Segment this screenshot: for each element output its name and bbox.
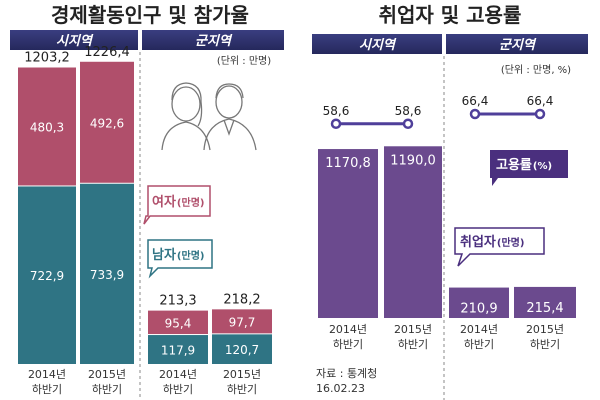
source-label: 자료 : 통계청 <box>316 367 377 380</box>
employment-rate-lines: 58,6 58,6 66,4 66,4 <box>323 94 554 129</box>
total-value-label: 1226,4 <box>84 45 130 60</box>
woman-shoulders <box>161 121 211 151</box>
right-unit-note: (단위 : 만명, %) <box>501 63 571 76</box>
total-value-label: 218,2 <box>223 292 260 307</box>
left-chart-title: 경제활동인구 및 참가율 <box>51 3 249 27</box>
left-header-city <box>10 30 138 50</box>
rate-value-label: 66,4 <box>462 94 489 108</box>
female-bar <box>212 309 272 334</box>
x-tick-year: 2015년 <box>88 368 126 381</box>
x-tick-half: 하반기 <box>464 337 494 351</box>
people-illustration <box>161 82 257 151</box>
right-header-county-label: 군지역 <box>499 37 537 53</box>
economically-active-population-chart: 경제활동인구 및 참가율 시지역 군지역 (단위 : 만명) 722,9 480,… <box>10 3 284 400</box>
male-bar <box>148 335 208 364</box>
female-legend-label: 여자(만명) <box>152 194 204 210</box>
rate-value-label: 58,6 <box>395 104 422 118</box>
total-value-label: 213,3 <box>159 294 196 309</box>
rate-value-label: 58,6 <box>323 104 350 118</box>
rate-point <box>534 108 546 120</box>
source-date: 16.02.23 <box>316 382 365 395</box>
rate-legend-label: 고용률(%) <box>496 157 552 173</box>
man-hair <box>215 83 244 99</box>
x-tick-half: 하반기 <box>530 337 560 351</box>
left-unit-note: (단위 : 만명) <box>217 54 271 67</box>
male-value-label: 722,9 <box>30 269 64 283</box>
female-value-label: 480,3 <box>30 120 64 134</box>
employed-legend-label: 취업자(만명) <box>460 234 524 250</box>
x-tick-half: 하반기 <box>92 382 122 396</box>
left-bars <box>18 61 272 364</box>
rate-point <box>469 108 481 120</box>
x-tick-year: 2014년 <box>329 323 367 336</box>
left-header-county <box>142 30 284 50</box>
employed-bar <box>318 149 378 318</box>
right-header-city <box>312 34 442 54</box>
female-bar <box>80 61 134 183</box>
x-tick-half: 하반기 <box>163 382 193 396</box>
male-legend-callout <box>147 239 213 279</box>
female-value-label: 97,7 <box>229 315 256 329</box>
male-bar <box>80 183 134 364</box>
rate-value-label: 66,4 <box>527 94 554 108</box>
employed-value-label: 210,9 <box>460 302 497 317</box>
x-tick-year: 2015년 <box>394 323 432 336</box>
woman-hair <box>171 82 203 127</box>
rate-point <box>402 118 414 129</box>
employed-bar <box>449 287 509 318</box>
woman-head <box>171 86 201 122</box>
x-tick-year: 2015년 <box>526 323 564 336</box>
x-tick-year: 2014년 <box>28 368 66 381</box>
right-header-city-label: 시지역 <box>359 37 397 53</box>
left-header-city-label: 시지역 <box>56 33 94 49</box>
right-chart-title: 취업자 및 고용률 <box>379 3 522 27</box>
man-head <box>215 85 243 119</box>
female-bar <box>148 310 208 335</box>
man-collar <box>223 119 235 136</box>
female-bar <box>18 67 76 186</box>
left-header-county-label: 군지역 <box>195 33 233 49</box>
rate-legend-badge <box>490 150 568 186</box>
male-legend-label: 남자(만명) <box>152 247 204 263</box>
x-tick-year: 2015년 <box>223 368 261 381</box>
x-tick-half: 하반기 <box>227 382 257 396</box>
x-tick-year: 2014년 <box>460 323 498 336</box>
x-tick-half: 하반기 <box>398 337 428 351</box>
employed-bar <box>384 146 442 318</box>
male-value-label: 120,7 <box>225 343 259 357</box>
female-value-label: 492,6 <box>90 116 124 130</box>
x-tick-half: 하반기 <box>333 337 363 351</box>
employed-bar <box>514 286 576 318</box>
x-tick-half: 하반기 <box>32 382 62 396</box>
x-tick-year: 2014년 <box>159 368 197 381</box>
male-value-label: 117,9 <box>161 344 195 358</box>
employed-value-label: 1190,0 <box>390 153 436 168</box>
male-value-label: 733,9 <box>90 268 124 282</box>
male-bar <box>18 186 76 364</box>
employed-legend-callout <box>454 227 545 267</box>
left-labels: 722,9 480,3 1203,2 733,9 492,6 1226,4 117,9 95,… <box>24 45 260 358</box>
right-bars: 1170,8 1190,0 210,9 215,4 <box>318 146 576 318</box>
employment-chart: 취업자 및 고용률 시지역 군지역 (단위 : 만명, %) 1170,8 119… <box>312 3 588 400</box>
rate-point <box>330 118 342 129</box>
employed-value-label: 1170,8 <box>325 156 371 171</box>
female-value-label: 95,4 <box>165 316 192 330</box>
man-shoulders <box>203 118 257 151</box>
female-legend-callout <box>143 185 211 225</box>
employed-value-label: 215,4 <box>526 301 563 316</box>
right-header-county <box>446 34 588 54</box>
male-bar <box>212 334 272 364</box>
total-value-label: 1203,2 <box>24 50 70 65</box>
